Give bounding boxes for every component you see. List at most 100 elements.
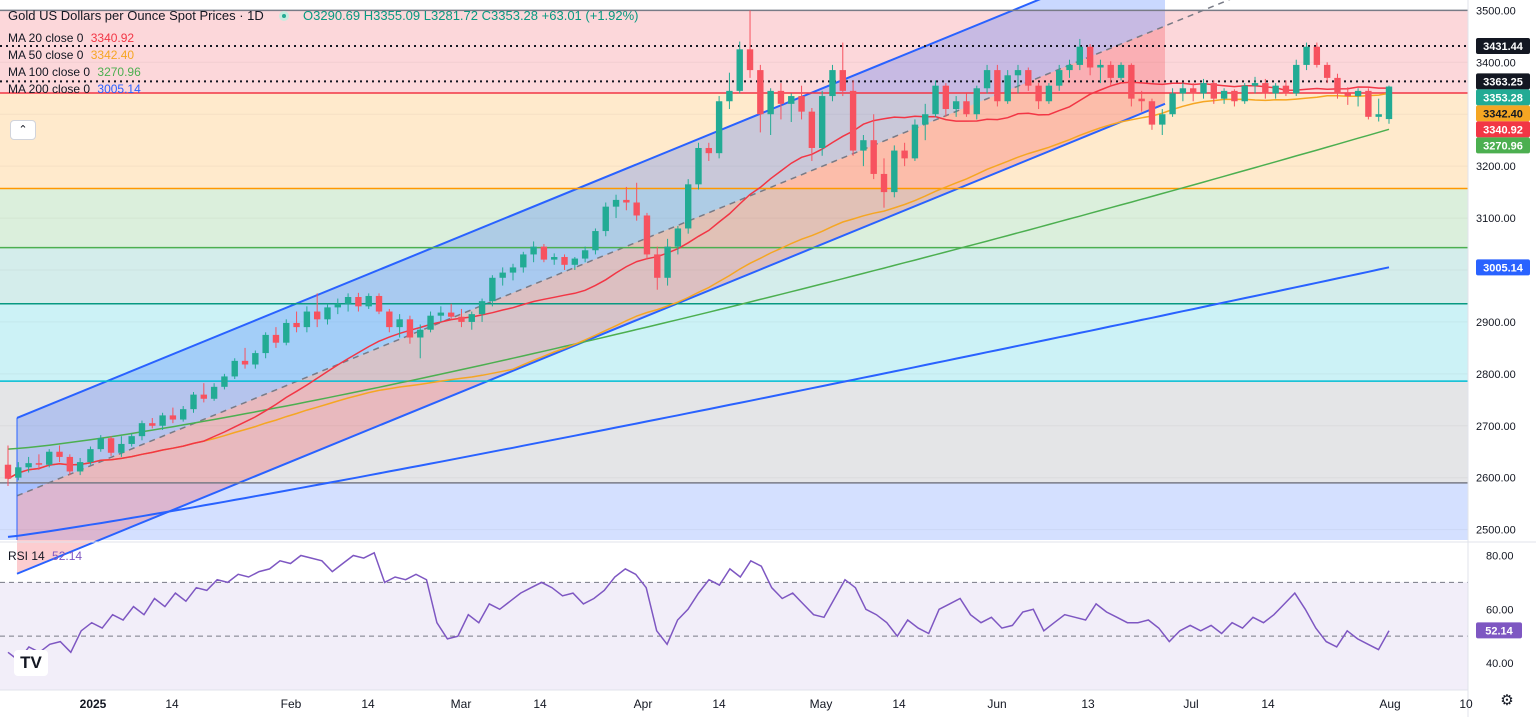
collapse-legend-button[interactable]: ⌃: [10, 120, 36, 140]
candle-body[interactable]: [1313, 46, 1321, 65]
candle-body[interactable]: [757, 70, 764, 115]
candle-body[interactable]: [715, 101, 723, 154]
candle-body[interactable]: [46, 451, 53, 465]
candle-body[interactable]: [190, 394, 197, 410]
candle-body[interactable]: [406, 319, 414, 338]
candle-body[interactable]: [818, 96, 826, 148]
candle-body[interactable]: [35, 463, 43, 465]
candle-body[interactable]: [839, 70, 846, 91]
candle-body[interactable]: [437, 312, 445, 316]
candle-body[interactable]: [159, 415, 166, 426]
candle-body[interactable]: [283, 322, 290, 343]
candle-body[interactable]: [1045, 85, 1053, 102]
candle-body[interactable]: [1128, 64, 1135, 99]
candle-body[interactable]: [901, 150, 908, 159]
candle-body[interactable]: [56, 451, 63, 457]
tradingview-logo-icon[interactable]: TV: [14, 650, 48, 676]
candle-body[interactable]: [1365, 90, 1372, 117]
candle-body[interactable]: [1025, 70, 1032, 86]
candle-body[interactable]: [520, 254, 527, 268]
candle-body[interactable]: [952, 101, 960, 110]
candle-body[interactable]: [1251, 83, 1259, 86]
candle-body[interactable]: [633, 202, 640, 216]
candle-body[interactable]: [128, 436, 135, 444]
candle-body[interactable]: [1262, 83, 1269, 94]
candle-body[interactable]: [726, 90, 733, 102]
candle-body[interactable]: [499, 272, 506, 278]
candle-body[interactable]: [561, 257, 568, 265]
candle-body[interactable]: [344, 297, 352, 304]
candle-body[interactable]: [303, 311, 311, 328]
candle-body[interactable]: [138, 423, 146, 437]
candle-body[interactable]: [15, 467, 22, 478]
candle-body[interactable]: [252, 353, 259, 365]
candlesticks[interactable]: [4, 10, 1393, 486]
candle-body[interactable]: [118, 443, 125, 453]
candle-body[interactable]: [1303, 46, 1310, 65]
candle-body[interactable]: [1385, 86, 1393, 120]
candle-body[interactable]: [1086, 46, 1094, 68]
candle-body[interactable]: [241, 360, 249, 365]
candle-body[interactable]: [1375, 114, 1382, 117]
candle-body[interactable]: [808, 111, 816, 148]
candle-body[interactable]: [612, 199, 620, 207]
candle-body[interactable]: [983, 70, 991, 89]
candle-body[interactable]: [468, 314, 475, 322]
candle-body[interactable]: [76, 462, 84, 472]
candle-body[interactable]: [180, 409, 187, 420]
candle-body[interactable]: [210, 386, 218, 399]
candle-body[interactable]: [107, 438, 115, 453]
candle-body[interactable]: [540, 246, 548, 260]
candle-body[interactable]: [654, 254, 661, 278]
legend-ma200[interactable]: MA 200 close 0 3005.14: [8, 82, 141, 96]
candle-body[interactable]: [1097, 64, 1104, 68]
candle-body[interactable]: [684, 184, 692, 229]
candle-body[interactable]: [447, 312, 455, 317]
candle-body[interactable]: [860, 140, 867, 151]
candle-body[interactable]: [571, 258, 579, 265]
candle-body[interactable]: [705, 147, 713, 154]
chart-title[interactable]: Gold US Dollars per Ounce Spot Prices · …: [8, 8, 264, 23]
candle-body[interactable]: [478, 301, 486, 315]
legend-ma100[interactable]: MA 100 close 0 3270.96: [8, 65, 141, 79]
candle-body[interactable]: [695, 147, 702, 185]
settings-gear-icon[interactable]: ⚙: [1500, 692, 1514, 709]
candle-body[interactable]: [4, 464, 12, 479]
rsi-legend[interactable]: RSI 14 52.14: [8, 549, 83, 563]
candle-body[interactable]: [643, 215, 651, 255]
candle-body[interactable]: [1231, 90, 1238, 102]
candle-body[interactable]: [1148, 101, 1156, 125]
candle-body[interactable]: [87, 449, 94, 463]
candle-body[interactable]: [1159, 114, 1166, 125]
candle-body[interactable]: [221, 376, 228, 387]
candle-body[interactable]: [880, 173, 888, 193]
candle-body[interactable]: [427, 315, 434, 330]
legend-ma20[interactable]: MA 20 close 0 3340.92: [8, 31, 135, 45]
candle-body[interactable]: [602, 206, 609, 232]
candle-body[interactable]: [1323, 64, 1331, 78]
candle-body[interactable]: [849, 90, 857, 151]
candle-body[interactable]: [551, 257, 558, 260]
candle-body[interactable]: [313, 311, 321, 320]
candle-body[interactable]: [922, 114, 929, 125]
candle-body[interactable]: [1200, 83, 1207, 94]
candle-body[interactable]: [1189, 88, 1197, 94]
candle-body[interactable]: [1334, 77, 1341, 94]
candle-body[interactable]: [870, 140, 877, 174]
candle-body[interactable]: [1138, 98, 1145, 102]
candle-body[interactable]: [592, 231, 599, 251]
candle-body[interactable]: [365, 295, 372, 307]
candle-body[interactable]: [1293, 64, 1300, 94]
candle-body[interactable]: [798, 96, 805, 112]
candle-body[interactable]: [1004, 75, 1011, 102]
candle-body[interactable]: [1344, 93, 1351, 97]
candle-body[interactable]: [334, 303, 341, 308]
candle-body[interactable]: [1169, 93, 1176, 115]
candle-body[interactable]: [200, 394, 208, 399]
candle-body[interactable]: [293, 322, 300, 328]
candle-body[interactable]: [1354, 90, 1362, 97]
candle-body[interactable]: [1282, 85, 1290, 94]
candle-body[interactable]: [994, 70, 1001, 102]
candle-body[interactable]: [788, 96, 795, 104]
candle-body[interactable]: [581, 250, 589, 259]
